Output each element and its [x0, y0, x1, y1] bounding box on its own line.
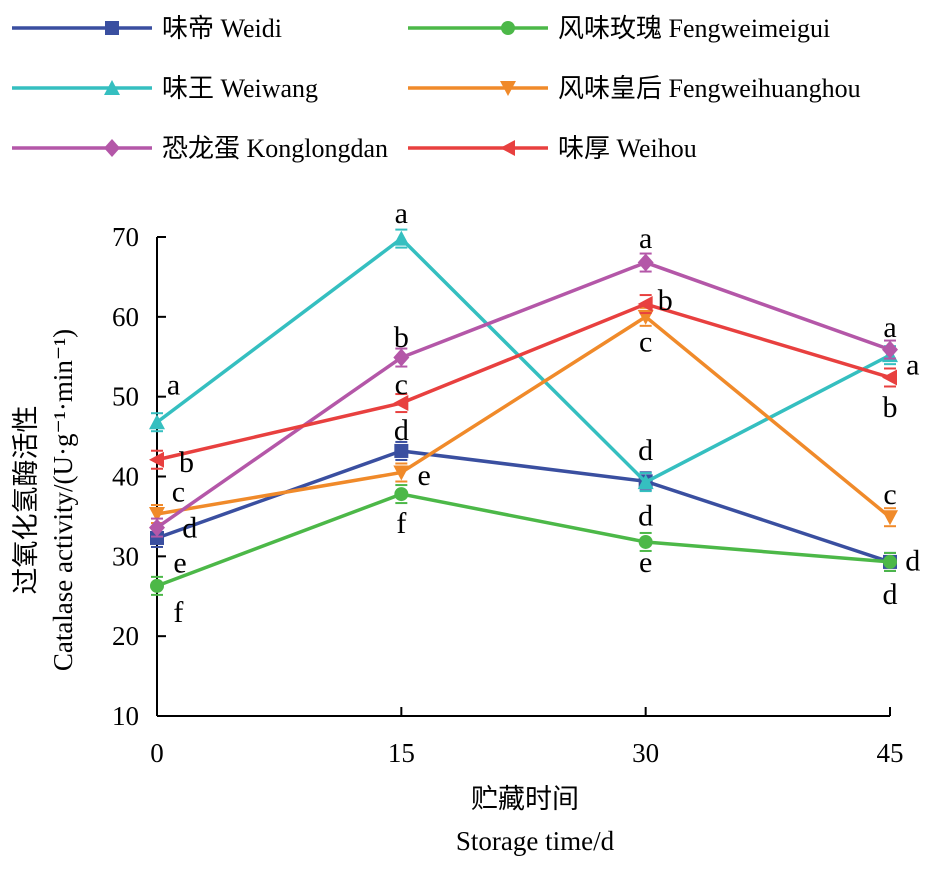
significance-letter: e: [417, 459, 430, 492]
y-tick-label: 70: [112, 222, 139, 252]
legend-item: 风味皇后 Fengweihuanghou: [408, 74, 861, 103]
significance-letter: c: [172, 476, 185, 509]
significance-letter: b: [883, 391, 898, 424]
legend-item: 风味玫瑰 Fengweimeigui: [408, 14, 830, 43]
circle-marker: [150, 578, 164, 593]
legend-label: 味王 Weiwang: [162, 74, 318, 103]
significance-letter: f: [173, 596, 183, 629]
x-tick-label: 0: [150, 738, 164, 768]
significance-letter: d: [394, 414, 409, 447]
axes: 10 20 30 40 50 60 70 0 15 30 45: [112, 222, 904, 768]
triangle-left-marker: [637, 296, 653, 313]
y-tick-label: 30: [112, 541, 139, 571]
triangle-down-marker: [393, 465, 410, 481]
significance-letter: b: [394, 321, 409, 354]
y-tick-label: 20: [112, 621, 139, 651]
significance-letter: c: [639, 326, 652, 359]
legend-label: 味帝 Weidi: [162, 14, 282, 43]
series-diamond: [149, 252, 898, 538]
x-tick-label: 30: [632, 738, 659, 768]
significance-letter: a: [639, 222, 652, 255]
diamond-marker: [882, 340, 898, 359]
triangle-up-marker: [104, 80, 120, 95]
significance-letter: c: [395, 368, 408, 401]
legend-label: 风味皇后 Fengweihuanghou: [558, 74, 861, 103]
series-line: [156, 260, 891, 530]
square-marker: [105, 21, 119, 35]
significance-letter: a: [883, 311, 896, 344]
x-axis-title-cn: 贮藏时间: [471, 784, 579, 814]
square-marker: [394, 443, 409, 458]
series-triangle-up: [149, 228, 898, 493]
series-triangle-down: [149, 306, 898, 528]
y-tick-label: 40: [112, 462, 139, 492]
series-line: [155, 236, 891, 485]
y-tick-label: 60: [112, 302, 139, 332]
significance-letter: f: [396, 507, 406, 540]
legend-label: 恐龙蛋 Konglongdan: [162, 134, 388, 163]
y-tick-label: 50: [112, 382, 139, 412]
circle-marker: [501, 21, 515, 35]
significance-letter: c: [883, 478, 896, 511]
significance-letter: a: [906, 349, 919, 382]
legend-label: 味厚 Weihou: [558, 134, 697, 163]
significance-letter: d: [905, 544, 920, 577]
legend: 味帝 Weidi 风味玫瑰 Fengweimeigui 味王 Weiwang 风味皇后…: [12, 14, 861, 163]
series-line: [156, 314, 892, 519]
series-line: [156, 302, 891, 462]
x-tick-label: 15: [388, 738, 415, 768]
significance-letter: e: [639, 546, 652, 579]
diamond-marker: [393, 348, 410, 367]
significance-letter: b: [179, 446, 194, 479]
series-square: [150, 440, 897, 572]
diamond-marker: [104, 139, 120, 157]
triangle-left-marker: [500, 140, 515, 156]
significance-letter: b: [658, 284, 673, 317]
x-tick-label: 45: [877, 738, 904, 768]
y-axis-title: Catalase activity/(U·g⁻¹·min⁻¹): [48, 329, 78, 671]
y-tick-label: 10: [112, 701, 139, 731]
legend-item: 味帝 Weidi: [12, 14, 282, 43]
y-axis-title-cn: 过氧化氢酶活性: [11, 406, 41, 595]
triangle-left-marker: [393, 395, 409, 412]
triangle-left-marker: [882, 369, 897, 386]
series-triangle-left: [149, 294, 897, 470]
diamond-marker: [149, 518, 165, 537]
significance-letter: a: [395, 197, 408, 230]
x-axis-title: Storage time/d: [456, 826, 615, 856]
circle-marker: [394, 487, 409, 502]
series-line: [156, 492, 891, 588]
triangle-down-marker: [500, 81, 516, 96]
legend-label: 风味玫瑰 Fengweimeigui: [558, 14, 830, 43]
triangle-down-marker: [882, 510, 898, 526]
significance-letter: e: [173, 547, 186, 580]
square-marker: [150, 530, 164, 545]
triangle-down-marker: [149, 507, 165, 523]
significance-letter: d: [883, 578, 898, 611]
triangle-up-marker: [393, 230, 410, 246]
series-lines: [149, 228, 898, 596]
significance-letter: a: [167, 369, 180, 402]
triangle-up-marker: [149, 414, 165, 430]
significance-letter: d: [638, 500, 653, 533]
circle-marker: [638, 534, 653, 549]
circle-marker: [883, 554, 897, 569]
triangle-left-marker: [149, 451, 164, 468]
series-circle: [150, 484, 897, 596]
legend-item: 味王 Weiwang: [12, 74, 318, 103]
diamond-marker: [637, 253, 654, 272]
legend-item: 恐龙蛋 Konglongdan: [12, 134, 388, 163]
legend-item: 味厚 Weihou: [408, 134, 697, 163]
significance-letter: d: [182, 512, 197, 545]
triangle-up-marker: [637, 474, 654, 490]
significance-letter: d: [638, 434, 653, 467]
